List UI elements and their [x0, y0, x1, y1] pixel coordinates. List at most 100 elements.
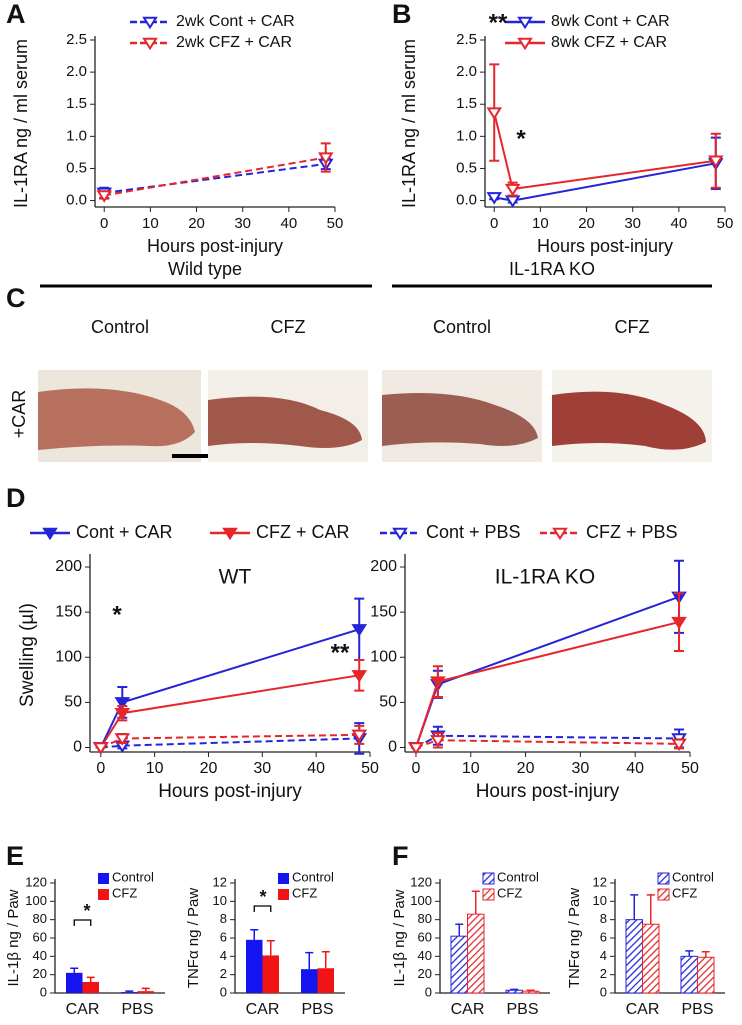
- x-tick-label: CAR: [626, 1001, 660, 1018]
- legend-label: CFZ: [112, 885, 137, 900]
- legend-swatch: [482, 872, 495, 885]
- marker: [351, 729, 368, 743]
- chart: 0 50 100 150 200 IL-1RA KO 0 10 20 30 40 50 Hours po…: [370, 554, 699, 802]
- legend-swatch: [657, 888, 670, 901]
- series-line: [104, 156, 326, 197]
- bar: [522, 990, 540, 994]
- x-tick-label: 20: [517, 760, 535, 777]
- group-label: Wild type: [168, 259, 242, 279]
- panel-letter: C: [6, 283, 26, 313]
- x-tick-label: 50: [361, 760, 379, 777]
- x-tick-label: PBS: [121, 1001, 153, 1018]
- x-tick-label: 0: [490, 215, 498, 232]
- y-tick-label: 200: [370, 558, 397, 575]
- y-tick-label: 4: [600, 948, 607, 963]
- y-tick-label: 0: [220, 984, 227, 999]
- legend-label: 8wk CFZ + CAR: [551, 34, 667, 51]
- series-line: [99, 674, 360, 749]
- bar: [137, 991, 154, 993]
- y-tick-label: 6: [220, 929, 227, 944]
- legend-label: Control: [672, 869, 714, 884]
- x-tick-label: 20: [578, 215, 595, 232]
- bar: [680, 955, 698, 994]
- legend-label: Control: [112, 869, 154, 884]
- legend-swatch: [278, 873, 289, 884]
- x-tick-label: CAR: [66, 1001, 100, 1018]
- series-line: [494, 162, 716, 202]
- x-tick-label: 20: [200, 760, 218, 777]
- y-tick-label: 0.0: [66, 192, 87, 209]
- y-tick-label: 1.0: [66, 127, 87, 144]
- y-tick-label: 20: [418, 966, 432, 981]
- legend-label: 2wk CFZ + CAR: [176, 34, 292, 51]
- bar: [450, 935, 468, 994]
- y-tick-label: 150: [55, 603, 82, 620]
- error-bar: [630, 894, 639, 920]
- x-tick-label: PBS: [506, 1001, 538, 1018]
- error-bar: [250, 929, 259, 940]
- bar: [262, 955, 279, 993]
- marker: [430, 735, 446, 748]
- legend-marker: [552, 527, 568, 541]
- x-tick-label: 30: [234, 215, 251, 232]
- y-tick-label: 60: [33, 929, 47, 944]
- series-line: [104, 162, 326, 194]
- legend-swatch: [278, 889, 289, 900]
- y-tick-label: 0.0: [456, 192, 477, 209]
- legend-label: CFZ: [497, 885, 522, 900]
- y-tick-label: 120: [25, 874, 47, 889]
- legend-label: Control: [497, 869, 539, 884]
- significance-bracket: [73, 919, 92, 926]
- marker: [504, 195, 521, 208]
- y-tick-label: 0.5: [456, 159, 477, 176]
- series-line: [493, 112, 716, 191]
- marker: [408, 742, 424, 755]
- bar: [82, 982, 99, 993]
- error-bar: [646, 894, 655, 925]
- y-tick-label: 6: [600, 929, 607, 944]
- legend-label: CFZ + PBS: [586, 522, 678, 542]
- x-tick-label: 10: [142, 215, 159, 232]
- y-tick-label: 12: [593, 874, 607, 889]
- error-bar: [125, 990, 134, 993]
- legend-label: 8wk Cont + CAR: [551, 13, 670, 30]
- panel-letter: F: [392, 841, 409, 871]
- y-tick-label: 0.5: [66, 159, 87, 176]
- y-tick-label: 2: [600, 966, 607, 981]
- y-tick-label: 40: [418, 948, 432, 963]
- bar: [467, 913, 485, 994]
- marker: [486, 192, 503, 205]
- legend-label: CFZ + CAR: [256, 522, 350, 542]
- x-tick-label: 0: [100, 215, 108, 232]
- annotation: *: [83, 901, 90, 921]
- error-bar: [455, 923, 464, 937]
- x-axis-label: Hours post-injury: [537, 236, 673, 256]
- y-tick-label: 100: [370, 648, 397, 665]
- legend-label: Cont + PBS: [426, 522, 521, 542]
- marker: [114, 697, 131, 710]
- x-tick-label: 40: [281, 215, 298, 232]
- y-tick-label: 100: [410, 893, 432, 908]
- error-bar: [266, 940, 275, 956]
- bar: [505, 989, 523, 994]
- bar: [317, 968, 334, 993]
- annotation: *: [259, 887, 266, 907]
- annotation: **: [331, 639, 350, 666]
- legend-label: 2wk Cont + CAR: [176, 13, 295, 30]
- marker: [96, 190, 113, 203]
- x-tick-label: 10: [462, 760, 480, 777]
- photo: [208, 370, 368, 462]
- column-label: CFZ: [271, 317, 306, 337]
- y-tick-label: 0: [600, 984, 607, 999]
- y-tick-label: 8: [220, 911, 227, 926]
- x-tick-label: 40: [626, 760, 644, 777]
- legend-label: Control: [292, 869, 334, 884]
- y-axis-label: IL-1RA ng / ml serum: [11, 39, 31, 208]
- marker: [671, 616, 687, 630]
- column-label: CFZ: [615, 317, 650, 337]
- marker: [92, 742, 109, 755]
- x-tick-label: 10: [146, 760, 164, 777]
- error-bar: [321, 951, 330, 969]
- x-tick-label: 0: [96, 760, 105, 777]
